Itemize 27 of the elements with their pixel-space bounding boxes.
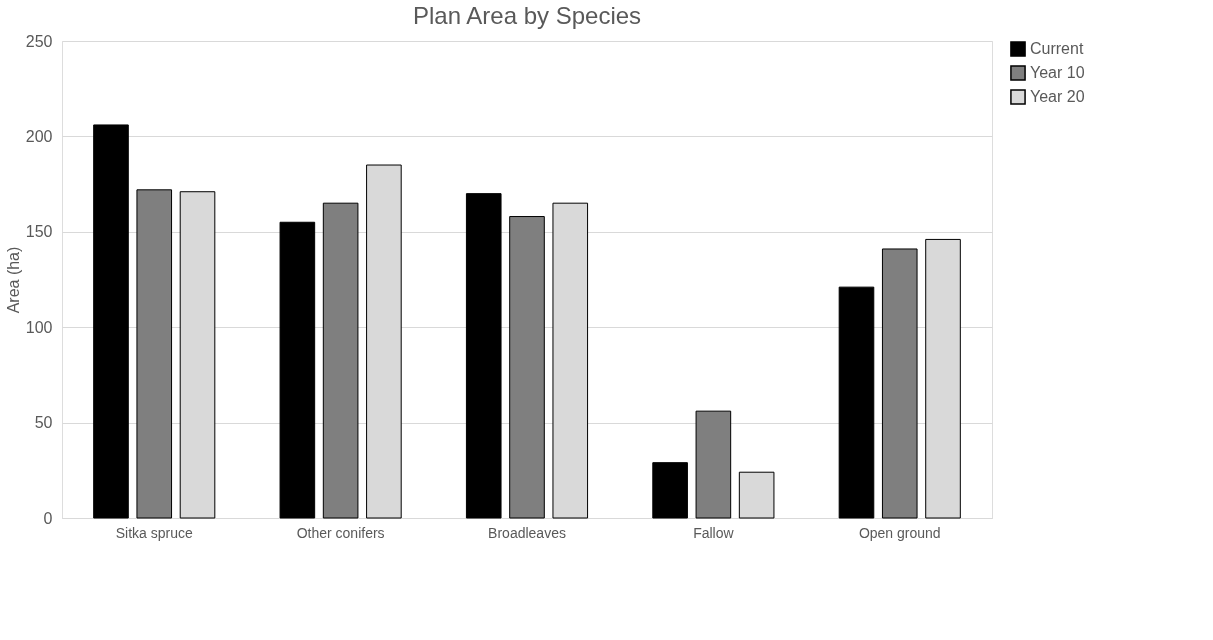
y-tick-label: 0 (43, 509, 53, 527)
x-tick-label: Broadleaves (488, 524, 566, 541)
y-axis-title: Area (ha) (4, 246, 22, 314)
y-tick-label: 250 (25, 32, 53, 50)
x-tick-label: Other conifers (296, 524, 385, 541)
y-tick-label: 50 (34, 414, 53, 432)
legend-label: Current (1030, 40, 1084, 57)
y-tick-label: 100 (25, 318, 53, 336)
bar (279, 221, 316, 519)
chart-title: Plan Area by Species (412, 2, 642, 29)
bar (695, 410, 732, 519)
bar (93, 124, 129, 519)
bar (652, 462, 688, 519)
x-tick-label: Sitka spruce (115, 524, 193, 541)
y-tick-label: 200 (25, 127, 53, 145)
x-tick-label: Fallow (693, 524, 735, 541)
bar (465, 193, 502, 519)
bar (509, 216, 545, 519)
legend-label: Year 10 (1030, 64, 1085, 81)
bar (322, 202, 359, 519)
bar (881, 248, 918, 519)
y-tick-label: 150 (25, 223, 53, 241)
x-tick-label: Open ground (858, 524, 941, 541)
bar (838, 286, 875, 519)
bar (136, 189, 173, 519)
bar (738, 471, 775, 519)
legend-label: Year 20 (1030, 88, 1085, 105)
